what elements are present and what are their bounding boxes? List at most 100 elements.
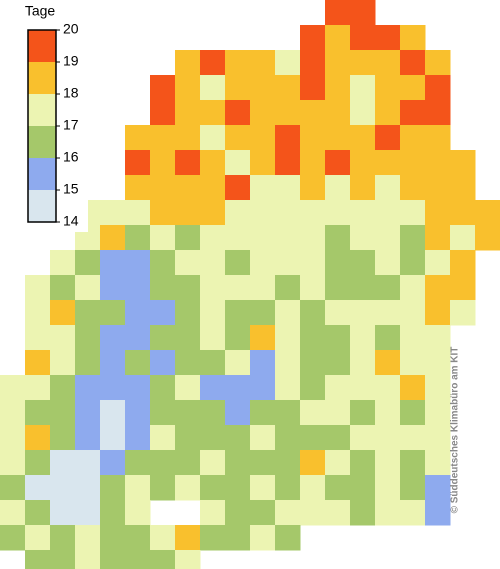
map-cell <box>250 75 276 101</box>
map-cell <box>125 125 151 151</box>
map-cell <box>125 550 151 569</box>
map-cell <box>275 250 301 276</box>
map-cell <box>450 150 476 176</box>
map-cell <box>125 375 151 401</box>
map-cell <box>250 500 276 526</box>
legend-swatch <box>28 158 56 190</box>
map-cell <box>325 250 351 276</box>
map-cell <box>275 350 301 376</box>
legend-title: Tage <box>25 3 56 19</box>
legend-swatch <box>28 62 56 94</box>
map-cell <box>275 225 301 251</box>
map-cell <box>175 400 201 426</box>
map-cell <box>350 475 376 501</box>
map-cell <box>300 50 326 76</box>
map-cell <box>200 200 226 226</box>
map-cell <box>150 300 176 326</box>
map-cell <box>375 350 401 376</box>
map-cell <box>275 450 301 476</box>
map-cell <box>100 425 126 451</box>
map-cell <box>425 175 451 201</box>
map-cell <box>75 325 101 351</box>
map-cell <box>125 275 151 301</box>
map-cell <box>425 225 451 251</box>
map-cell <box>350 100 376 126</box>
map-cell <box>350 300 376 326</box>
map-cell <box>300 300 326 326</box>
map-cell <box>325 75 351 101</box>
map-cell <box>200 50 226 76</box>
map-cell <box>150 125 176 151</box>
map-cell <box>325 475 351 501</box>
map-cell <box>400 225 426 251</box>
map-cell <box>150 400 176 426</box>
map-cell <box>50 300 76 326</box>
map-cell <box>325 225 351 251</box>
map-cell <box>75 375 101 401</box>
map-cell <box>425 375 451 401</box>
map-cell <box>25 275 51 301</box>
map-cell <box>125 225 151 251</box>
legend-tick-label: 15 <box>63 181 79 197</box>
map-cell <box>325 150 351 176</box>
map-cell <box>350 450 376 476</box>
map-cell <box>400 250 426 276</box>
map-cell <box>250 125 276 151</box>
map-cell <box>375 325 401 351</box>
map-cell <box>300 175 326 201</box>
map-cell <box>250 200 276 226</box>
map-cell <box>200 475 226 501</box>
map-cell <box>50 350 76 376</box>
map-cell <box>150 425 176 451</box>
map-cell <box>275 50 301 76</box>
map-cell <box>150 150 176 176</box>
map-cell <box>350 500 376 526</box>
map-cell <box>275 300 301 326</box>
map-cell <box>0 525 26 551</box>
map-cell <box>475 200 500 226</box>
map-cell <box>75 475 101 501</box>
map-cell <box>350 400 376 426</box>
map-cell <box>400 200 426 226</box>
map-cell <box>125 400 151 426</box>
map-cell <box>250 100 276 126</box>
map-cell <box>375 500 401 526</box>
map-cell <box>375 250 401 276</box>
map-cell <box>350 350 376 376</box>
map-cell <box>100 200 126 226</box>
map-cell <box>425 50 451 76</box>
map-cell <box>300 325 326 351</box>
map-cell <box>325 425 351 451</box>
map-cell <box>100 250 126 276</box>
legend-tick-label: 14 <box>63 213 79 229</box>
map-cell <box>50 400 76 426</box>
map-cell <box>275 525 301 551</box>
map-cell <box>225 225 251 251</box>
map-cell <box>425 450 451 476</box>
map-cell <box>200 525 226 551</box>
map-cell <box>375 425 401 451</box>
map-cell <box>275 475 301 501</box>
map-cell <box>350 50 376 76</box>
map-cell <box>150 250 176 276</box>
map-cell <box>75 425 101 451</box>
map-cell <box>125 450 151 476</box>
map-cell <box>375 150 401 176</box>
map-cell <box>275 425 301 451</box>
map-cell <box>375 50 401 76</box>
map-cell <box>225 425 251 451</box>
map-cell <box>400 25 426 51</box>
map-cell <box>300 225 326 251</box>
map-cell <box>25 525 51 551</box>
map-cell <box>0 475 26 501</box>
map-cell <box>225 250 251 276</box>
map-cell <box>50 325 76 351</box>
map-cell <box>425 100 451 126</box>
map-cell <box>225 50 251 76</box>
map-cell <box>425 350 451 376</box>
map-cell <box>25 500 51 526</box>
map-cell <box>50 375 76 401</box>
map-cell <box>125 250 151 276</box>
map-cell <box>225 75 251 101</box>
